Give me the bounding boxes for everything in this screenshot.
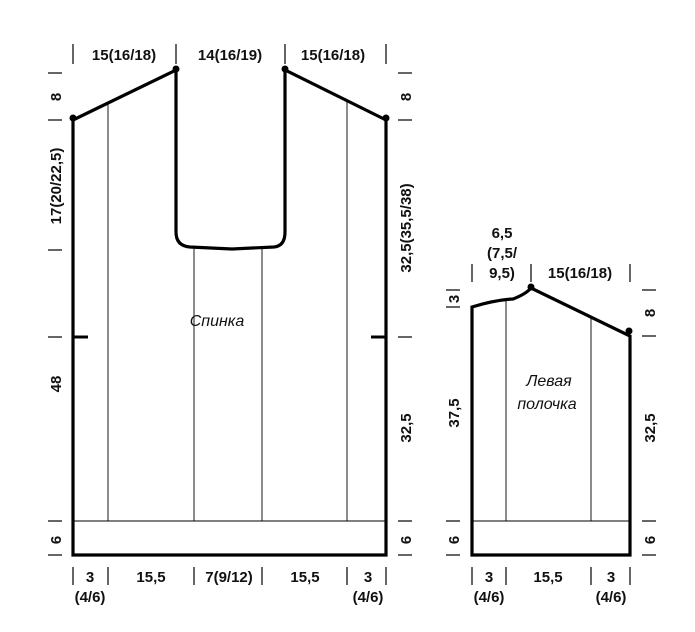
back-bottom-label: 15,5	[290, 569, 319, 586]
back-bottom-label: 15,5	[136, 569, 165, 586]
front-marker-dot	[625, 327, 633, 335]
front-right-label: 8	[642, 309, 659, 317]
back-right-label: 8	[398, 93, 415, 101]
back-bottom-label: 3	[364, 569, 372, 586]
front-top-label: (7,5/	[487, 245, 518, 262]
back-marker-dot	[281, 65, 289, 73]
back-bottom-dimension: 3 (4/6) 15,5 7(9/12) 15,5 3 (4/6)	[72, 567, 387, 606]
back-top-label: 15(16/18)	[301, 47, 365, 64]
front-top-label: 9,5)	[489, 265, 515, 282]
left-front-piece: Левая полочка	[470, 283, 633, 557]
front-bottom-dimension: 3 (4/6) 15,5 3 (4/6)	[471, 567, 631, 606]
front-piece-label-line2: полочка	[517, 396, 576, 413]
back-right-label: 32,5(35,5/38)	[398, 183, 415, 272]
front-top-label: 6,5	[492, 225, 513, 242]
front-left-dimension: 3 37,5 6	[446, 289, 463, 556]
back-marker-dot	[382, 114, 390, 122]
back-right-label: 6	[398, 536, 415, 544]
front-right-label: 32,5	[642, 413, 659, 442]
back-piece-label: Спинка	[190, 313, 245, 330]
back-top-label: 15(16/18)	[92, 47, 156, 64]
back-top-dimension: 15(16/18) 14(16/19) 15(16/18)	[72, 44, 387, 64]
back-top-label: 14(16/19)	[198, 47, 262, 64]
back-right-label: 32,5	[398, 413, 415, 442]
front-bottom-label: 3	[607, 569, 615, 586]
front-bottom-label: (4/6)	[474, 589, 505, 606]
back-left-label: 8	[48, 93, 65, 101]
back-bottom-label: (4/6)	[353, 589, 384, 606]
front-bottom-label: 15,5	[533, 569, 562, 586]
back-outline	[71, 67, 388, 557]
back-bottom-label: 7(9/12)	[205, 569, 253, 586]
back-right-dimension: 8 32,5(35,5/38) 32,5 6	[398, 72, 415, 556]
back-left-dimension: 8 17(20/22,5) 48 6	[48, 72, 65, 556]
front-bottom-label: (4/6)	[596, 589, 627, 606]
front-left-label: 37,5	[446, 398, 463, 427]
back-left-label: 48	[48, 376, 65, 393]
front-left-label: 3	[446, 295, 463, 303]
front-right-dimension: 8 32,5 6	[642, 289, 659, 556]
front-bottom-label: 3	[485, 569, 493, 586]
front-piece-label-line1: Левая	[525, 373, 572, 390]
front-right-label: 6	[642, 536, 659, 544]
back-bottom-label: 3	[86, 569, 94, 586]
front-top-dimension: 6,5 (7,5/ 9,5) 15(16/18)	[471, 225, 631, 282]
back-left-label: 17(20/22,5)	[48, 148, 65, 225]
front-marker-dot	[527, 283, 535, 291]
back-marker-dot	[172, 65, 180, 73]
back-marker-dot	[69, 114, 77, 122]
back-bottom-label: (4/6)	[75, 589, 106, 606]
front-outline	[470, 286, 632, 557]
back-left-label: 6	[48, 536, 65, 544]
back-piece: Спинка	[69, 65, 390, 557]
front-top-label: 15(16/18)	[548, 265, 612, 282]
front-left-label: 6	[446, 536, 463, 544]
